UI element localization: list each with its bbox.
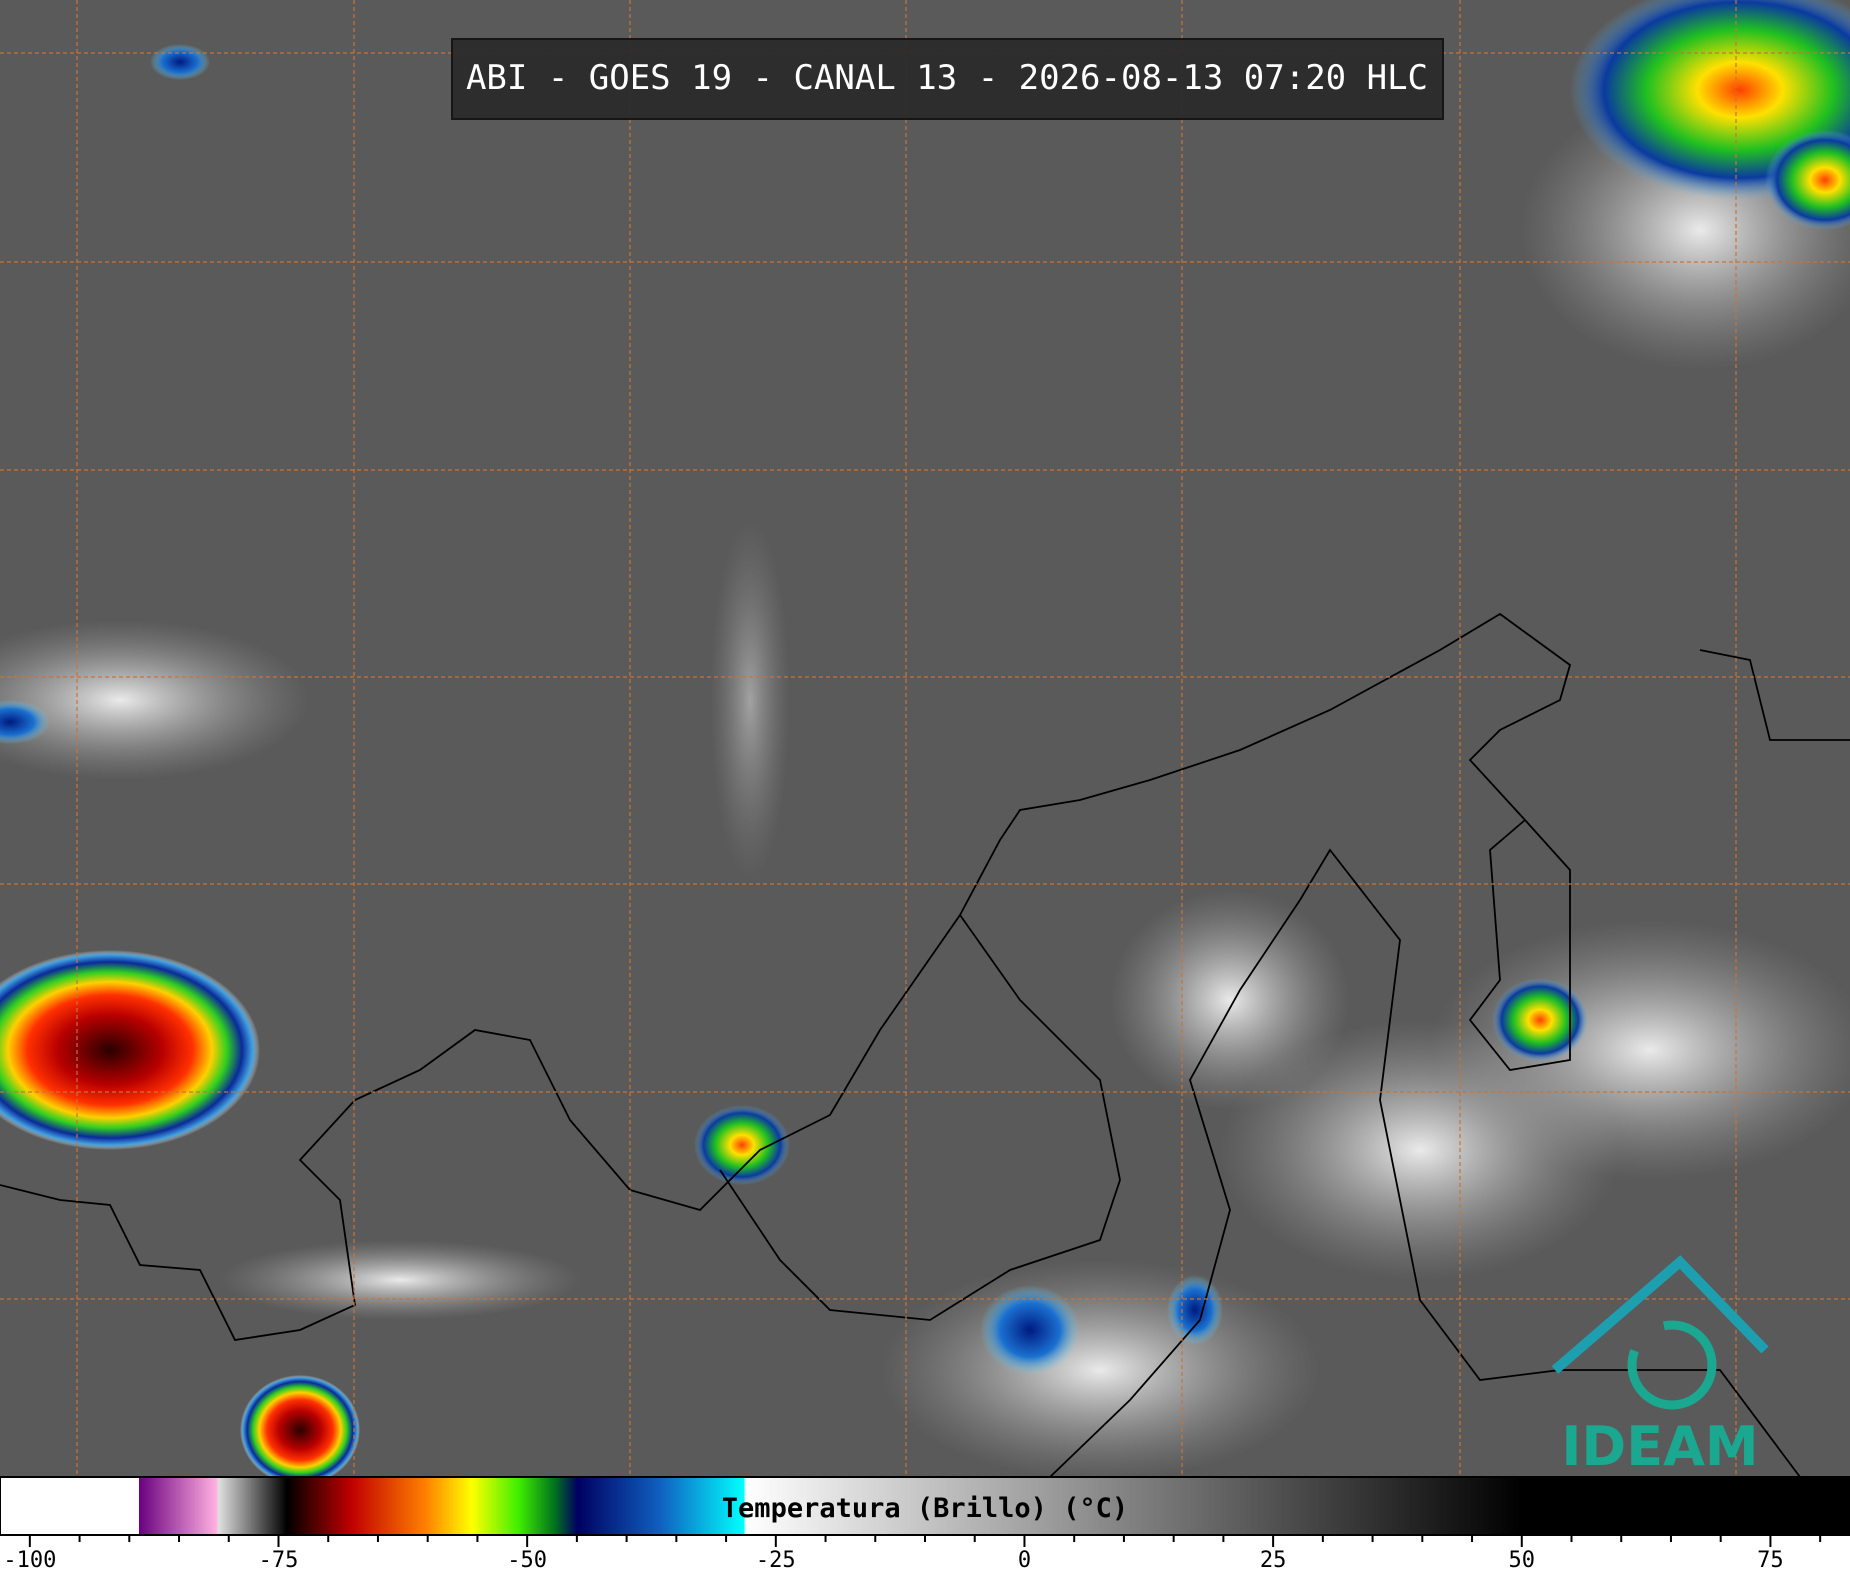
graticule bbox=[0, 0, 1850, 1477]
tick-label: -25 bbox=[756, 1548, 796, 1573]
logo-text: IDEAM bbox=[1561, 1415, 1758, 1478]
logo: IDEAM bbox=[1551, 1255, 1769, 1478]
colorbar bbox=[0, 1476, 1850, 1536]
coastlines bbox=[0, 612, 1850, 1478]
colorbar-label: Temperatura (Brillo) (°C) bbox=[722, 1493, 1128, 1524]
tick-label: 50 bbox=[1509, 1548, 1536, 1573]
tick-label: -75 bbox=[259, 1548, 299, 1573]
title-box bbox=[451, 38, 1444, 120]
tick-label: -50 bbox=[507, 1548, 547, 1573]
title: ABI - GOES 19 - CANAL 13 - 2026-08-13 07… bbox=[466, 58, 1428, 98]
tick-label: 25 bbox=[1260, 1548, 1287, 1573]
tick-label: -100 bbox=[3, 1548, 56, 1573]
tick-label: 75 bbox=[1757, 1548, 1784, 1573]
colorbar-axis: -100 -75 -50 -25 0 25 50 75 bbox=[3, 1535, 1822, 1573]
tick-label: 0 bbox=[1018, 1548, 1031, 1573]
convective-cells bbox=[0, 0, 1850, 1485]
